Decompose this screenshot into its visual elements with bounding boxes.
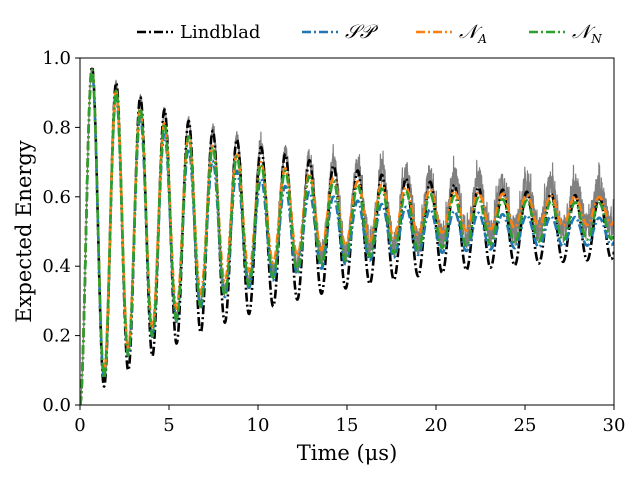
plot-lines [80,65,614,406]
series-line-na [80,68,614,406]
y-tick-label: 1.0 [42,48,71,69]
y-tick-label: 0.6 [42,187,71,208]
series-line-lindblad [80,65,614,406]
x-tick-label: 30 [603,415,626,436]
x-tick-label: 25 [514,415,537,436]
legend-label: 𝒩 [459,21,483,43]
legend-label: Lindblad [180,22,260,43]
y-tick-label: 0.2 [42,326,71,347]
series-line-sp [80,70,614,406]
legend-label: 𝒩 [572,21,596,43]
x-tick-label: 20 [425,415,448,436]
x-tick-label: 0 [74,415,85,436]
x-tick-label: 5 [163,415,174,436]
x-tick-label: 15 [336,415,359,436]
axis-ticks: 0 5 10 15 20 25 30 0.0 0.2 0.4 0.6 0.8 1.0 [42,48,625,436]
legend-label-subscript: A [477,32,487,46]
y-tick-label: 0.4 [42,256,71,277]
y-axis-label: Expected Energy [12,140,36,323]
legend-label: 𝒮𝒫 [345,21,379,43]
series-line-nn [80,68,614,406]
legend-label-subscript: N [590,32,602,46]
x-tick-label: 10 [247,415,270,436]
legend: Lindblad 𝒮𝒫 𝒩 A 𝒩 N [137,21,602,46]
legend-item-sp: 𝒮𝒫 [302,21,379,43]
y-tick-label: 0.0 [42,395,71,416]
legend-item-lindblad: Lindblad [137,22,260,43]
y-tick-label: 0.8 [42,117,71,138]
x-axis-label: Time (μs) [297,441,398,465]
